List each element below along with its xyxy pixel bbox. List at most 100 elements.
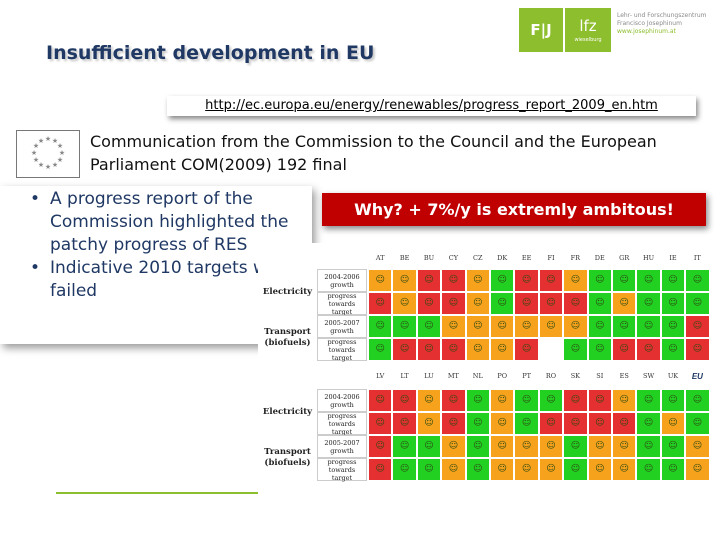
status-cell: ☺	[490, 389, 515, 412]
country-header-mt: MT	[447, 372, 459, 380]
status-cell: ☺	[441, 412, 466, 435]
status-cell: ☺	[660, 389, 686, 412]
face-icon: ☺	[399, 298, 410, 308]
country-header-sk: SK	[570, 372, 581, 380]
face-icon: ☺	[399, 395, 410, 405]
status-cell: ☺	[538, 435, 564, 458]
country-header-ee: EE	[521, 254, 532, 262]
status-cell: ☺	[465, 338, 490, 361]
status-cell: ☺	[392, 292, 417, 315]
face-icon: ☺	[375, 321, 385, 331]
status-cell: ☺	[587, 292, 612, 315]
status-cell: ☺	[612, 315, 637, 338]
status-cell: ☺	[368, 435, 393, 458]
status-cell: ☺	[416, 292, 442, 315]
status-cell: ☺	[685, 292, 710, 315]
status-cell: ☺	[538, 269, 564, 292]
svg-text:★: ★	[31, 149, 37, 157]
status-cell: ☺	[636, 389, 661, 412]
status-cell: ☺	[587, 269, 612, 292]
status-cell: ☺	[587, 412, 612, 435]
face-icon: ☺	[619, 464, 629, 474]
logo-lfz-sub: wieselburg	[574, 37, 602, 43]
face-icon: ☺	[643, 418, 654, 428]
face-icon: ☺	[692, 321, 703, 331]
status-cell: ☺	[441, 315, 466, 338]
face-icon: ☺	[473, 321, 483, 331]
face-icon: ☺	[570, 344, 581, 354]
status-cell: ☺	[685, 269, 710, 292]
logo-fj-mark: F|J	[519, 8, 563, 52]
face-icon: ☺	[570, 395, 581, 405]
face-icon: ☺	[497, 321, 507, 331]
face-icon: ☺	[643, 321, 654, 331]
face-icon: ☺	[521, 441, 532, 451]
face-icon: ☺	[643, 344, 654, 354]
country-header-si: SI	[596, 372, 604, 380]
status-cell: ☺	[660, 412, 686, 435]
bullet-item-2: Indicative 2010 targets will be failed	[28, 257, 318, 303]
status-cell: ☺	[441, 435, 466, 458]
status-cell: ☺	[660, 458, 686, 481]
decorative-green-line	[56, 492, 258, 494]
status-cell: ☺	[636, 338, 661, 361]
face-icon: ☺	[619, 344, 629, 354]
source-url-link[interactable]: http://ec.europa.eu/energy/renewables/pr…	[205, 98, 658, 113]
face-icon: ☺	[521, 275, 532, 285]
face-icon: ☺	[643, 395, 654, 405]
status-cell: ☺	[441, 338, 466, 361]
status-cell: ☺	[587, 315, 612, 338]
face-icon: ☺	[643, 275, 654, 285]
source-url-box: http://ec.europa.eu/energy/renewables/pr…	[167, 96, 696, 116]
face-icon: ☺	[448, 418, 459, 428]
status-cell: ☺	[465, 389, 490, 412]
face-icon: ☺	[668, 275, 678, 285]
face-icon: ☺	[570, 441, 581, 451]
status-cell: ☺	[636, 269, 661, 292]
status-cell: ☺	[563, 269, 588, 292]
face-icon: ☺	[399, 344, 410, 354]
status-cell: ☺	[490, 435, 515, 458]
status-cell: ☺	[660, 269, 686, 292]
status-cell: ☺	[416, 435, 442, 458]
status-cell: ☺	[685, 338, 710, 361]
face-icon: ☺	[668, 418, 678, 428]
status-cell: ☺	[514, 315, 539, 338]
status-cell: ☺	[563, 338, 588, 361]
face-icon: ☺	[448, 321, 459, 331]
res-progress-table: AT BE BU CY CZ DK EE FI FR DE GR HU IE IT ☺ ☺ ☺ ☺ ☺ ☺ ☺ ☺ ☺ ☺ ☺ ☺…	[258, 243, 710, 537]
face-icon: ☺	[521, 418, 532, 428]
status-cell: ☺	[563, 389, 588, 412]
bullet-list: A progress report of the Commission high…	[28, 188, 318, 303]
metric-label: 2005-2007 growth	[317, 315, 367, 338]
face-icon: ☺	[619, 321, 629, 331]
face-icon: ☺	[399, 321, 410, 331]
face-icon: ☺	[473, 464, 483, 474]
status-cell: ☺	[392, 338, 417, 361]
status-cell: ☺	[587, 458, 612, 481]
face-icon: ☺	[521, 395, 532, 405]
country-header-lt: LT	[400, 372, 409, 380]
status-cell: ☺	[368, 458, 393, 481]
status-cell: ☺	[416, 412, 442, 435]
status-cell: ☺	[538, 412, 564, 435]
country-header-gr: GR	[619, 254, 630, 262]
face-icon: ☺	[546, 441, 556, 451]
section-label: Electricity	[262, 406, 313, 417]
svg-text:★: ★	[45, 135, 51, 143]
status-cell: ☺	[563, 292, 588, 315]
status-cell: ☺	[514, 435, 539, 458]
face-icon: ☺	[521, 298, 532, 308]
face-icon: ☺	[546, 418, 556, 428]
face-icon: ☺	[375, 418, 385, 428]
face-icon: ☺	[424, 464, 434, 474]
face-icon: ☺	[570, 418, 581, 428]
face-icon: ☺	[375, 441, 385, 451]
face-icon: ☺	[424, 395, 434, 405]
face-icon: ☺	[643, 298, 654, 308]
face-icon: ☺	[595, 344, 605, 354]
status-cell: ☺	[612, 435, 637, 458]
face-icon: ☺	[692, 344, 703, 354]
face-icon: ☺	[375, 395, 385, 405]
face-icon: ☺	[619, 298, 629, 308]
